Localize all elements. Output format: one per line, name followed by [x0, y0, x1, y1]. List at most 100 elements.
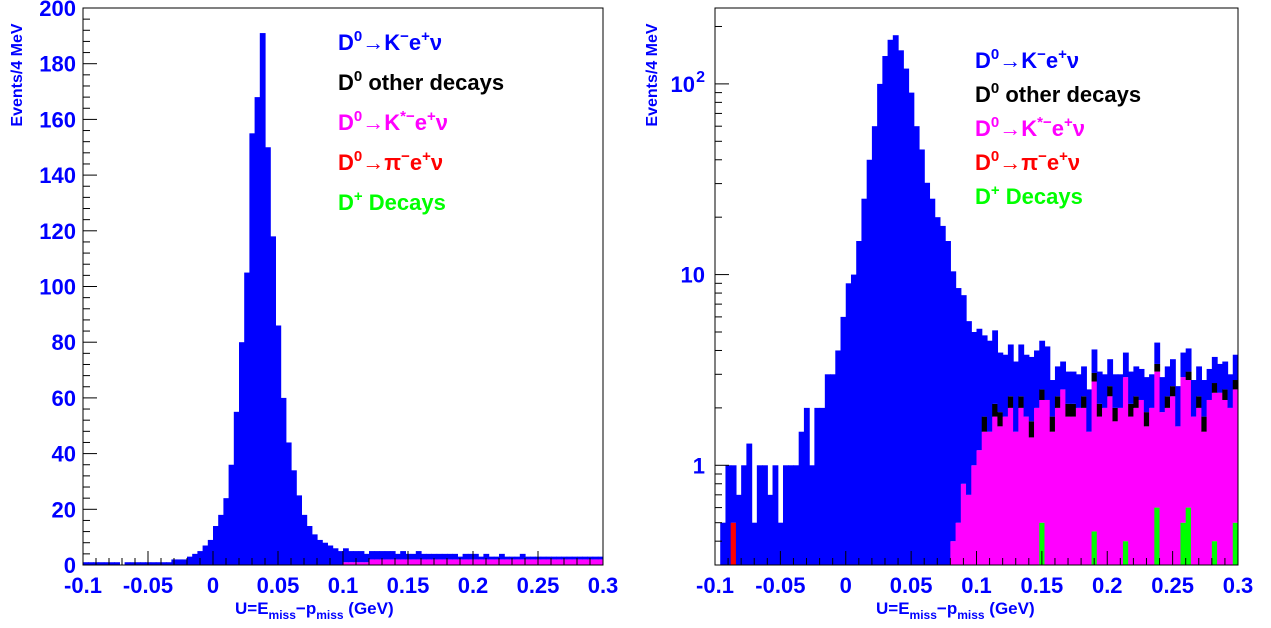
hist-bar-d0-k-e- [986, 340, 993, 432]
hist-bar-d0-other-decays [1232, 380, 1238, 390]
hist-bar-d0-other-decays [1222, 389, 1229, 400]
hist-bar-d0-k-e- [1013, 361, 1019, 432]
hist-bar-d0-k-e- [950, 271, 957, 542]
hist-bar-d0-k-e- [363, 562, 370, 565]
hist-bar-d0-other-decays [1128, 403, 1134, 417]
legend: D0→K−e+ν D0 other decays D0→K*−e+ν D0→π−e+ν… [338, 28, 504, 215]
hist-bar-d0-k-e- [410, 559, 417, 565]
hist-bar-d0-k-e- [129, 562, 136, 565]
hist-bar-d0-k-e- [545, 559, 552, 565]
hist-bar-d0-k-e- [280, 397, 287, 565]
hist-bar-d0-k-e- [971, 331, 978, 466]
hist-bar-d0-k-e- [1070, 371, 1077, 404]
hist-bar-d0-k-e- [1049, 380, 1056, 417]
x-tick-label: 0.2 [1092, 573, 1123, 598]
hist-bar-d0-k-e- [1018, 407, 1025, 565]
hist-bar-d0-k-e- [997, 352, 1004, 413]
hist-bar-d-decays [1180, 522, 1187, 565]
hist-bar-d0-k-e- [1034, 350, 1040, 408]
legend-entry-k_e_nu: D0→K−e+ν [975, 46, 1079, 73]
x-tick-label: 0 [840, 573, 852, 598]
hist-bar-d0-k-e- [1227, 374, 1234, 408]
hist-bar-d0-k-e- [1049, 431, 1056, 565]
hist-bar-d0-k-e- [207, 539, 214, 565]
hist-bar-d0-k-e- [577, 556, 583, 560]
hist-bar-d0-k-e- [1201, 431, 1208, 565]
hist-bar-d0-k-e- [582, 559, 588, 565]
hist-bar-d0-k-e- [1112, 421, 1119, 565]
hist-bar-d0-k-e- [1023, 416, 1030, 565]
hist-bar-d0-k-e- [1180, 352, 1187, 378]
hist-bar-d0-k-e- [447, 553, 453, 560]
hist-bar-d0-k-e- [803, 407, 810, 565]
hist-bar-d0-k-e- [441, 553, 448, 560]
hist-bar-d0-other-decays [1065, 403, 1072, 417]
hist-bar-d0-k-e- [426, 559, 432, 565]
y-tick-label: 140 [39, 163, 76, 188]
hist-bar-d0-k-e- [1086, 431, 1093, 565]
hist-bar-d0-k-e- [478, 559, 484, 565]
hist-bar-d0-other-decays [1196, 396, 1202, 408]
hist-bar-d0-k-e- [1013, 431, 1019, 565]
hist-bar-d0-k-e- [109, 562, 115, 565]
hist-bar-d0-other-decays [981, 416, 988, 432]
hist-bar-d0-k-e- [431, 553, 438, 560]
hist-bar-d0-k-e- [1065, 416, 1072, 565]
hist-bar-d0-k-e- [1028, 356, 1035, 422]
hist-bar-d0-k-e- [358, 551, 365, 563]
legend-entry-kstar_e_nu: D0→K*−e+ν [975, 114, 1085, 141]
hist-bar-d0-k-e- [353, 551, 360, 563]
legend-entry-k_e_nu: D0→K−e+ν [338, 28, 442, 55]
hist-bar-d0-other-decays [1054, 396, 1061, 408]
hist-bar-d0-k-e- [202, 545, 209, 565]
x-tick-label: 0.25 [1151, 573, 1194, 598]
hist-bar-d0-k-e- [1054, 407, 1061, 565]
hist-bar-d0-k-e- [1081, 366, 1087, 397]
hist-bar-d0-k-e- [950, 541, 957, 565]
hist-bar-d0-k-e- [981, 335, 988, 417]
hist-bar-d0-k-e- [939, 225, 946, 565]
legend-entry-other: D0 other decays [975, 80, 1141, 107]
hist-bar-d-decays [1185, 507, 1192, 565]
hist-bar-d0-other-decays [1039, 389, 1046, 400]
x-tick-label: 0.2 [458, 573, 489, 598]
hist-bar-d0-k-e- [254, 97, 261, 565]
hist-bar-d-decays [1154, 507, 1161, 565]
hist-bar-d0-k-e- [1007, 344, 1014, 397]
hist-bar-d0-k-e- [525, 556, 531, 560]
hist-bar-d0-k-e- [741, 465, 747, 565]
hist-bar-d0-k-e- [223, 498, 230, 565]
x-tick-label: -0.05 [123, 573, 173, 598]
hist-bar-d0-k-e- [1081, 407, 1087, 565]
y-tick-label: 1 [693, 453, 705, 478]
hist-bar-d0-other-decays [1070, 403, 1077, 417]
hist-bar-d0-k-e- [1018, 344, 1025, 397]
hist-bar-d0-k-e- [913, 126, 920, 565]
x-tick-label: 0.25 [517, 573, 560, 598]
hist-bar-d0-k-e- [1112, 374, 1119, 408]
hist-bar-d0-k-e- [1232, 389, 1238, 523]
hist-bar-d0-k-e- [735, 494, 742, 565]
hist-bar-d0-k-e- [577, 559, 583, 565]
hist-bar-d-decays [1122, 541, 1129, 565]
hist-bar-d0-k-e- [966, 494, 972, 565]
hist-bar-d0-k-e- [955, 522, 962, 565]
hist-bar-d0-k-e- [798, 431, 805, 565]
hist-bar-d-decays [1091, 531, 1098, 565]
hist-bar-d0-k-e- [840, 316, 847, 565]
hist-bar-d0-k-e- [187, 556, 193, 565]
hist-bar-d0-k-e- [1096, 371, 1103, 404]
x-tick-label: -0.1 [696, 573, 734, 598]
hist-bar-d0-k-e- [441, 559, 448, 565]
hist-bar-d0-k-e- [992, 330, 999, 404]
hist-bar-d0-k-e- [363, 553, 370, 563]
hist-bar-d0-k-e- [835, 350, 842, 565]
hist-bar-d0-k-e- [1232, 354, 1238, 381]
hist-bar-d0-k-e- [788, 465, 795, 565]
hist-bar-d0-k-e- [1227, 407, 1234, 565]
hist-bar-d0-k-e- [1039, 340, 1046, 390]
hist-bar-d0-k-e- [720, 522, 727, 565]
hist-bar-d0-k-e- [452, 559, 458, 565]
hist-bar-d0-k-e- [530, 556, 536, 560]
hist-bar-d0-k-e- [551, 559, 557, 565]
